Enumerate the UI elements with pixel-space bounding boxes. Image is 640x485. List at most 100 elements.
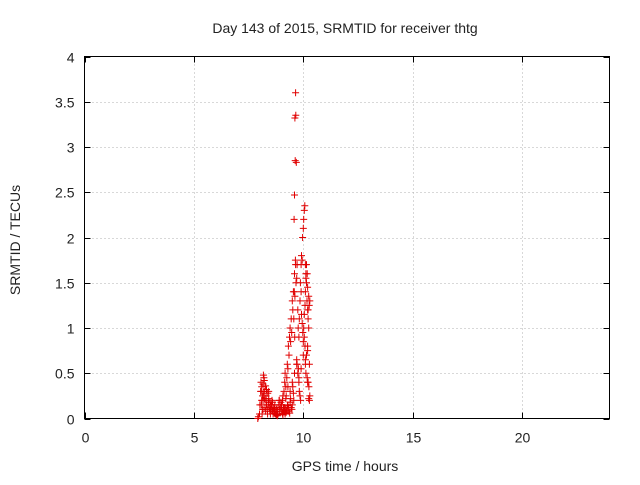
data-point — [284, 365, 292, 373]
grid — [84, 56, 610, 419]
data-point — [257, 401, 265, 409]
data-point — [300, 215, 308, 223]
data-point — [291, 157, 299, 165]
data-point — [295, 387, 303, 395]
data-point — [299, 338, 307, 346]
data-point — [297, 396, 305, 404]
y-tick-label: 0 — [67, 412, 75, 428]
data-point — [259, 405, 267, 413]
data-point — [301, 202, 309, 210]
data-point — [306, 297, 314, 305]
data-point — [260, 387, 268, 395]
data-point — [286, 324, 294, 332]
data-point — [286, 387, 294, 395]
data-point — [299, 329, 307, 336]
data-point — [280, 407, 288, 415]
data-point — [304, 378, 312, 386]
y-tick-label: 3 — [67, 140, 75, 156]
data-point — [289, 383, 297, 391]
data-point — [259, 380, 267, 388]
data-point — [294, 369, 302, 377]
data-point — [294, 306, 302, 314]
data-point — [258, 410, 266, 418]
data-point — [305, 324, 313, 332]
data-point — [296, 279, 304, 287]
data-point — [267, 401, 275, 409]
data-point — [302, 369, 310, 377]
data-point — [299, 234, 307, 241]
data-point — [264, 389, 272, 397]
chart-title: Day 143 of 2015, SRMTID for receiver tht… — [212, 20, 477, 36]
data-point — [285, 351, 293, 359]
data-point — [298, 252, 305, 260]
data-point — [298, 320, 306, 327]
data-point — [292, 158, 300, 166]
data-point — [300, 310, 308, 318]
data-point — [289, 389, 297, 397]
data-point — [275, 396, 283, 404]
data-point — [279, 411, 287, 419]
x-tick-label: 5 — [191, 430, 199, 446]
data-point — [303, 270, 311, 278]
data-point — [299, 224, 307, 232]
data-point — [273, 412, 281, 420]
data-point — [291, 292, 299, 300]
data-point — [304, 315, 312, 323]
data-point — [291, 333, 299, 341]
data-point — [260, 377, 268, 384]
data-point — [306, 392, 314, 400]
y-tick-label: 2.5 — [55, 185, 75, 201]
data-point — [302, 274, 310, 282]
x-tick-label: 10 — [296, 430, 312, 446]
data-point — [303, 261, 310, 269]
y-tick-label: 1.5 — [55, 276, 75, 292]
data-point — [261, 395, 269, 403]
x-tick-label: 20 — [515, 430, 531, 446]
data-point — [290, 215, 298, 223]
data-point — [281, 378, 289, 386]
data-point — [295, 378, 303, 386]
y-tick-label: 2 — [67, 231, 75, 247]
data-point — [281, 404, 289, 412]
data-point — [288, 329, 296, 336]
data-point — [293, 360, 301, 368]
data-point — [293, 274, 301, 282]
data-point — [294, 365, 302, 373]
y-tick-label: 1 — [67, 321, 75, 337]
data-point — [296, 392, 304, 400]
data-point — [290, 396, 298, 404]
data-point — [283, 360, 291, 368]
data-point — [284, 342, 292, 350]
data-point — [305, 292, 313, 300]
data-point — [300, 333, 308, 341]
data-point — [288, 297, 296, 305]
data-point — [291, 256, 299, 264]
x-tick-label: 15 — [406, 430, 422, 446]
x-axis-label: GPS time / hours — [292, 458, 399, 474]
data-point — [254, 415, 262, 422]
data-point — [298, 256, 306, 264]
data-point — [281, 369, 289, 377]
data-point — [304, 347, 312, 355]
data-point — [291, 270, 298, 278]
y-tick-label: 0.5 — [55, 366, 75, 382]
data-points — [254, 89, 314, 422]
data-point — [287, 338, 295, 346]
data-point — [287, 395, 295, 403]
data-point — [301, 288, 309, 296]
data-point — [305, 360, 313, 368]
data-point — [273, 411, 281, 419]
data-point — [295, 315, 303, 323]
axis-ticks: 0 0.5 1 1.5 2 2.5 3 3.5 4 0 5 10 15 20 — [55, 50, 610, 446]
y-tick-label: 4 — [67, 50, 75, 66]
data-point — [290, 288, 298, 296]
data-point — [280, 387, 288, 395]
data-point — [304, 306, 312, 314]
data-point — [259, 371, 267, 379]
data-point — [301, 301, 309, 309]
data-point — [301, 342, 309, 350]
x-tick-label: 0 — [82, 430, 90, 446]
data-point — [303, 351, 310, 359]
